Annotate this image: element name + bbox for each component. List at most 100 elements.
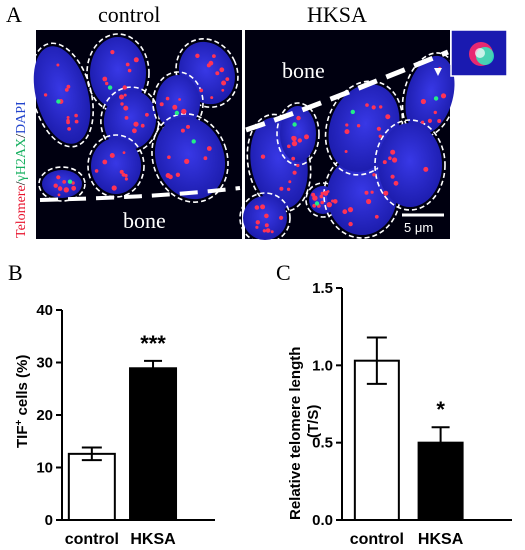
telomere-focus	[393, 180, 399, 186]
nucleus	[405, 55, 455, 135]
y-tick-label: 1.0	[312, 357, 333, 374]
telomere-focus	[111, 185, 117, 191]
telomere-focus	[333, 199, 338, 204]
bar	[67, 452, 116, 522]
chart-b: B TIF+ cells (%) 0 10 20 30 40 control HKSA ***	[8, 260, 215, 548]
telomere-focus	[255, 225, 259, 229]
telomere-focus	[383, 190, 389, 196]
telomere-focus	[63, 187, 69, 193]
telomere-focus	[366, 198, 372, 205]
y-tick-label: 10	[36, 460, 53, 477]
telomere-focus	[370, 190, 374, 194]
telomere-focus	[312, 203, 317, 208]
telomere-focus	[110, 50, 115, 55]
telomere-focus	[260, 154, 266, 159]
telomere-focus	[67, 126, 71, 131]
telomere-focus	[356, 124, 361, 128]
telomere-focus	[74, 119, 79, 124]
telomere-focus	[297, 138, 302, 143]
bar	[129, 367, 178, 521]
telomere-focus	[133, 57, 139, 63]
telomere-focus	[66, 116, 70, 119]
hksa-foci	[254, 66, 447, 234]
h2ax-focus	[56, 99, 61, 104]
telomere-focus	[378, 134, 382, 138]
telomere-focus	[279, 215, 284, 220]
telomere-focus	[140, 123, 145, 128]
telomere-focus	[326, 202, 332, 208]
telomere-focus	[390, 174, 395, 179]
telomere-focus	[320, 191, 324, 196]
telomere-focus	[123, 105, 129, 111]
chart-b-ylabel: TIF+ cells (%)	[14, 355, 32, 448]
h2ax-focus	[350, 109, 355, 115]
telomere-focus	[347, 207, 354, 213]
telomere-focus	[288, 180, 292, 184]
significance-marker: *	[436, 397, 445, 422]
telomere-focus	[120, 102, 124, 106]
telomere-focus	[175, 172, 181, 177]
telomere-focus	[423, 166, 429, 172]
telomere-focus	[74, 113, 78, 118]
nucleus	[42, 170, 82, 198]
y-tick-label: 40	[36, 302, 53, 319]
control-title: control	[98, 2, 161, 27]
telomere-focus	[219, 67, 225, 73]
telomere-focus	[94, 169, 99, 173]
telomere-focus	[372, 173, 376, 177]
telomere-focus	[168, 174, 173, 180]
telomere-focus	[265, 228, 271, 233]
telomere-focus	[206, 63, 211, 68]
telomere-focus	[186, 124, 190, 129]
nucleus	[91, 138, 141, 194]
y-tick-label: 0.5	[312, 435, 333, 452]
y-tick-label: 0.0	[312, 512, 333, 529]
panel-a-letter: A	[6, 2, 22, 27]
telomere-focus	[124, 177, 128, 181]
telomere-focus	[167, 155, 171, 159]
telomere-focus	[312, 195, 318, 201]
control-nuclei	[30, 33, 239, 203]
telomere-focus	[379, 105, 383, 109]
h2ax-focus	[314, 201, 320, 206]
telomere-focus	[102, 159, 108, 165]
telomere-focus	[124, 173, 128, 178]
telomere-focus	[348, 221, 353, 227]
telomere-focus	[203, 156, 208, 161]
control-micrograph: bone	[30, 30, 242, 239]
telomere-focus	[291, 156, 296, 161]
telomere-focus	[371, 105, 376, 110]
telomere-focus	[437, 119, 442, 123]
telomere-focus	[344, 129, 350, 135]
significance-marker: ***	[140, 331, 166, 356]
telomere-focus	[264, 213, 269, 219]
telomere-focus	[125, 62, 130, 67]
telomere-focus	[43, 93, 48, 97]
nucleus	[156, 75, 200, 131]
telomere-focus	[181, 108, 187, 115]
control-bone-boundary	[39, 186, 241, 202]
telomere-focus	[433, 110, 437, 115]
h2ax-focus	[191, 139, 196, 144]
telomere-focus	[122, 151, 126, 155]
telomere-focus	[165, 96, 170, 101]
chart-c-ylabel-line2: (T/S)	[305, 405, 322, 438]
telomere-focus	[427, 118, 432, 123]
telomere-focus	[71, 185, 77, 191]
telomere-focus	[264, 223, 269, 228]
arrowhead-icon	[434, 68, 442, 76]
scale-bar-label: 5 μm	[404, 220, 433, 235]
telomere-focus	[255, 220, 260, 225]
telomere-focus	[195, 53, 200, 58]
telomere-focus	[56, 175, 61, 180]
telomere-focus	[291, 140, 298, 147]
hksa-micrograph: bone 5 μm	[239, 29, 508, 244]
telomere-focus	[57, 193, 61, 197]
y-tick-label: 20	[36, 407, 53, 424]
h2ax-focus	[292, 122, 297, 127]
telomere-focus	[124, 116, 129, 120]
telomere-focus	[66, 120, 70, 125]
telomere-focus	[376, 126, 381, 131]
telomere-focus	[123, 93, 127, 97]
telomere-focus	[390, 149, 396, 155]
